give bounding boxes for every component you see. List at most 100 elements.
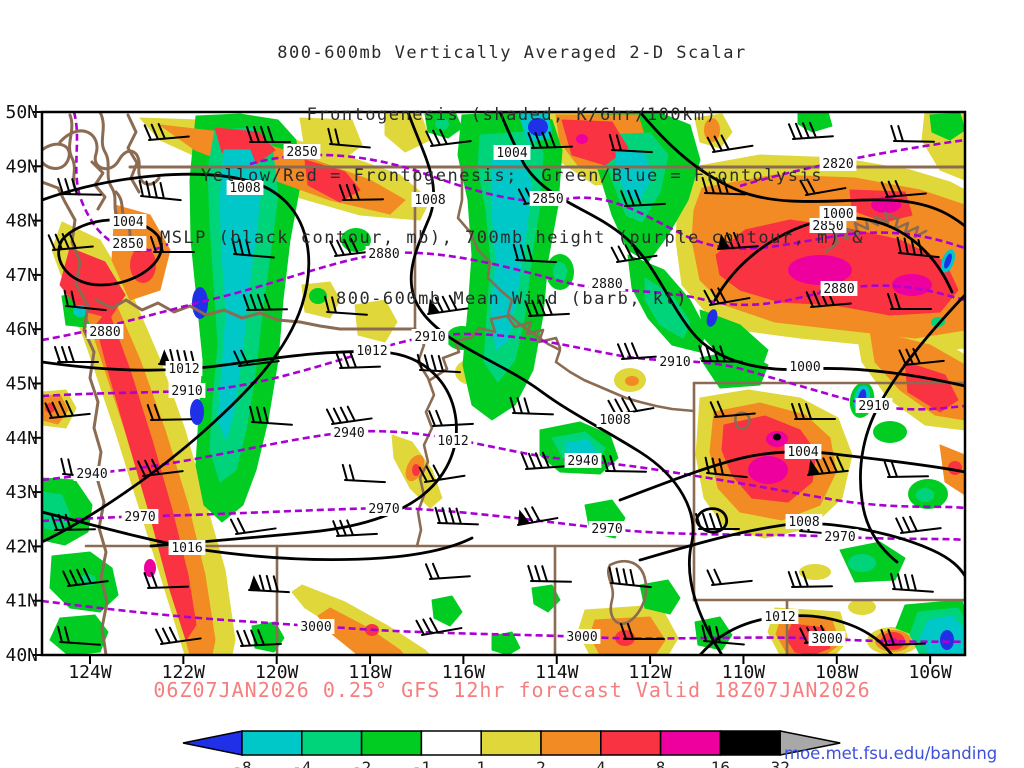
mslp-contour-label-box (596, 412, 634, 427)
height-contour-label: 2850 (286, 145, 317, 160)
barb-staff (880, 628, 926, 646)
height-contour-label: 2970 (591, 522, 622, 537)
lat-label: 44N (5, 428, 38, 449)
colorbar-tick-label: -4 (292, 758, 311, 768)
wind-barb (883, 460, 929, 478)
title-line-3: Yellow/Red = Frontogenesis; Green/Blue =… (201, 166, 823, 186)
wind-barb (610, 243, 658, 263)
state-border-path (607, 560, 648, 625)
wind-barb (231, 237, 275, 259)
height-contour-label-box (656, 354, 694, 369)
wind-barb (236, 629, 282, 647)
barb-staff (698, 344, 743, 363)
wind-barb (418, 464, 466, 483)
barb-staff (883, 460, 929, 478)
wind-barb (248, 574, 290, 594)
shading-blob (431, 595, 463, 627)
barb-staff (527, 131, 573, 149)
barb-staff (887, 293, 932, 310)
barb-staff (434, 506, 479, 526)
height-contour-label: 2940 (333, 426, 364, 441)
height-contour (42, 332, 965, 411)
colorbar-segment (301, 730, 363, 756)
mslp-contour-label-box (493, 145, 531, 160)
shading-blob (916, 488, 934, 502)
barb-staff (799, 178, 847, 196)
contour-labels-layer: 2850 2850 2850 2850 2820 2880 2880 2880 2880 2910… (73, 144, 893, 647)
wind-barb (415, 617, 463, 636)
barb-staff (229, 517, 277, 535)
height-contour-label: 2910 (171, 384, 202, 399)
mslp-contour (638, 522, 965, 578)
lon-label: 124W (68, 662, 112, 683)
barb-staff (717, 231, 759, 250)
barb-staff (517, 506, 559, 526)
height-contour-label-box (365, 246, 403, 261)
mslp-contour-label: 1000 (789, 360, 820, 375)
wind-barb (332, 519, 378, 537)
wind-barb (50, 513, 96, 531)
axes-layer: 50N 49N 48N 47N 46N 45N 44N 43N 42N 41N 40N 124W 122… (5, 102, 951, 683)
wind-barb (324, 295, 368, 316)
colorbar-segment (360, 730, 423, 756)
barb-staff (701, 624, 745, 646)
wind-barb (424, 562, 471, 580)
mslp-contour (859, 293, 965, 564)
wind-barb (791, 403, 836, 420)
height-contour-label: 2970 (124, 510, 155, 525)
height-contour-label: 2880 (368, 247, 399, 262)
barb-staff (895, 515, 942, 534)
height-contour-label: 3000 (811, 632, 842, 647)
state-border-path (126, 113, 141, 194)
wind-barb (895, 515, 942, 534)
shading-blob (144, 559, 156, 577)
barb-staff (890, 572, 934, 593)
wind-barb (608, 133, 653, 154)
mslp-contour (42, 350, 458, 548)
wind-barb (246, 126, 291, 143)
shading-blob (190, 399, 204, 425)
barb-staff (520, 451, 567, 470)
height-contour (42, 599, 965, 644)
state-border-path (94, 298, 417, 331)
wind-barb (527, 131, 573, 149)
barb-staff (791, 403, 836, 420)
shading-blob (944, 253, 952, 269)
barb-staff (620, 623, 665, 640)
barb-pennant (428, 298, 440, 314)
state-border-path (428, 314, 562, 382)
mslp-contour-label-box (784, 444, 822, 459)
shading-blob (799, 564, 831, 580)
barb-pennant (249, 575, 261, 591)
wind-barb (434, 506, 479, 526)
colorbar-tick-label: 8 (656, 758, 666, 768)
barb-staff (787, 570, 833, 588)
shading-blob (704, 118, 720, 142)
barb-staff (608, 133, 653, 154)
wind-barb (143, 571, 189, 589)
mslp-contour-label: 1008 (788, 515, 819, 530)
lat-label: 46N (5, 319, 38, 340)
wind-barb (425, 128, 472, 147)
title-line-5: 800-600mb Mean Wind (barb, kt) (335, 289, 689, 309)
colorbar-segment (719, 730, 781, 756)
wind-barb (57, 177, 102, 196)
height-contour-label-box (283, 144, 321, 159)
height-contour-label-box (564, 453, 602, 468)
shading-blob (748, 456, 788, 484)
shading-blob (490, 157, 533, 351)
lat-label: 40N (5, 645, 38, 666)
wind-barb (520, 451, 567, 470)
title-line-2: Frontogenesis (shaded, K/6hr/100km) (306, 104, 718, 125)
lon-label: 118W (348, 662, 392, 683)
wind-barb (249, 405, 293, 426)
barb-staff (137, 458, 184, 477)
barb-staff (150, 236, 195, 253)
mslp-contour-label: 1016 (171, 541, 202, 556)
state-border-path (98, 112, 120, 220)
barb-staff (236, 629, 282, 647)
wind-barb (325, 405, 373, 425)
colorbar-segment (659, 730, 722, 756)
mslp-contour (42, 510, 474, 561)
site-link[interactable]: moe.met.fsu.edu/banding (784, 744, 998, 763)
